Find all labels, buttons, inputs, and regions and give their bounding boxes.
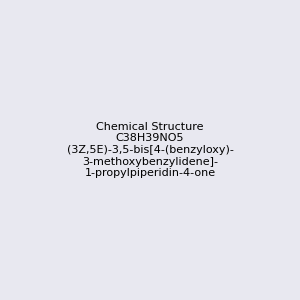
Text: Chemical Structure
C38H39NO5
(3Z,5E)-3,5-bis[4-(benzyloxy)-
3-methoxybenzylidene: Chemical Structure C38H39NO5 (3Z,5E)-3,5…	[67, 122, 233, 178]
